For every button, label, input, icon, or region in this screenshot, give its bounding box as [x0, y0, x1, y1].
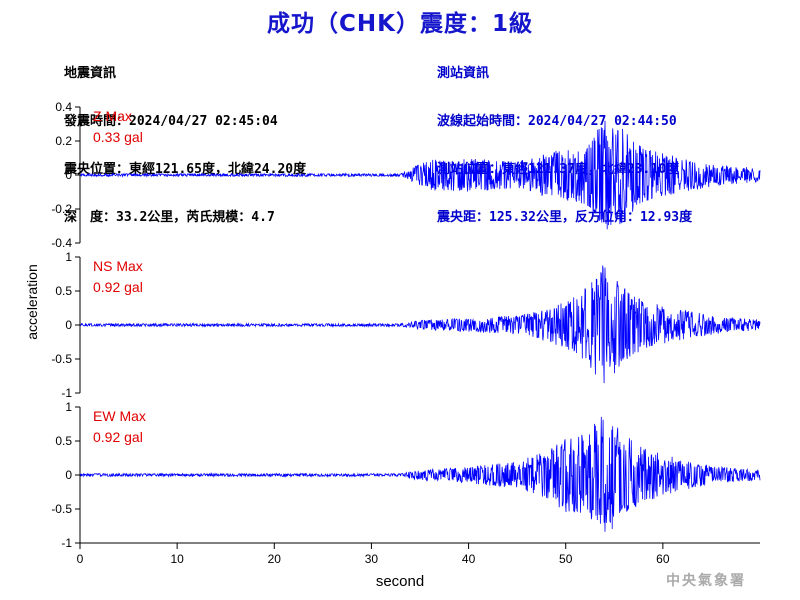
wave-start-time: 波線起始時間：2024/04/27 02:44:50: [437, 114, 677, 129]
y-tick-label: -0.5: [51, 352, 72, 366]
waveform-trace: [79, 265, 761, 384]
max-value: 0.92 gal: [93, 429, 143, 445]
y-tick-label: 1: [65, 250, 72, 264]
max-value: 0.92 gal: [93, 279, 143, 295]
x-tick-label: 10: [170, 552, 184, 566]
x-tick-label: 40: [462, 552, 476, 566]
x-axis-label: second: [376, 573, 424, 590]
panel-ew: -1 -0.5 0 0.5 1 EW Max 0.92 gal: [51, 400, 761, 550]
y-axis-label: acceleration: [24, 264, 40, 340]
x-tick-label: 0: [77, 552, 84, 566]
max-label: EW Max: [93, 408, 146, 424]
agency-footer: 中央氣象署: [666, 573, 746, 589]
y-tick-label: 0.5: [55, 434, 72, 448]
waveform-trace: [80, 416, 761, 532]
epicentral-distance: 震央距：125.32公里，反方位角：12.93度: [437, 210, 693, 225]
y-tick-label: 0: [65, 468, 72, 482]
y-tick-label: 1: [65, 400, 72, 414]
y-tick-label: -0.2: [51, 202, 72, 216]
x-tick-label: 30: [365, 552, 379, 566]
x-tick-label: 60: [656, 552, 670, 566]
origin-time: 發震時間：2024/04/27 02:45:04: [64, 114, 278, 129]
waveform-trace: [79, 120, 761, 230]
max-label: Z Max: [93, 108, 132, 124]
y-tick-label: 0.2: [55, 134, 72, 148]
station-info-heading: 測站資訊: [437, 66, 490, 81]
y-tick-label: -0.4: [51, 236, 72, 250]
depth-magnitude: 深 度：33.2公里，芮氏規模：4.7: [64, 210, 275, 225]
y-tick-label: 0.4: [55, 100, 72, 114]
y-tick-label: 0.5: [55, 284, 72, 298]
panel-ns: -1 -0.5 0 0.5 1 NS Max 0.92 gal: [51, 250, 761, 400]
y-tick-label: 0: [65, 168, 72, 182]
y-tick-label: 0: [65, 318, 72, 332]
y-tick-label: -1: [61, 536, 72, 550]
max-label: NS Max: [93, 258, 143, 274]
panel-z: -0.4 -0.2 0 0.2 0.4 Z Max 0.33 gal: [51, 100, 761, 250]
y-tick-label: -1: [61, 386, 72, 400]
station-title: 成功（CHK）震度：1級: [267, 11, 533, 37]
epicenter-location: 震央位置：東經121.65度，北緯24.20度: [64, 162, 307, 177]
x-tick-label: 20: [268, 552, 282, 566]
y-tick-label: -0.5: [51, 502, 72, 516]
max-value: 0.33 gal: [93, 129, 143, 145]
x-tick-label: 50: [559, 552, 573, 566]
quake-info-block: 地震資訊 發震時間：2024/04/27 02:45:04 震央位置：東經121…: [64, 34, 306, 258]
quake-info-heading: 地震資訊: [64, 66, 117, 81]
